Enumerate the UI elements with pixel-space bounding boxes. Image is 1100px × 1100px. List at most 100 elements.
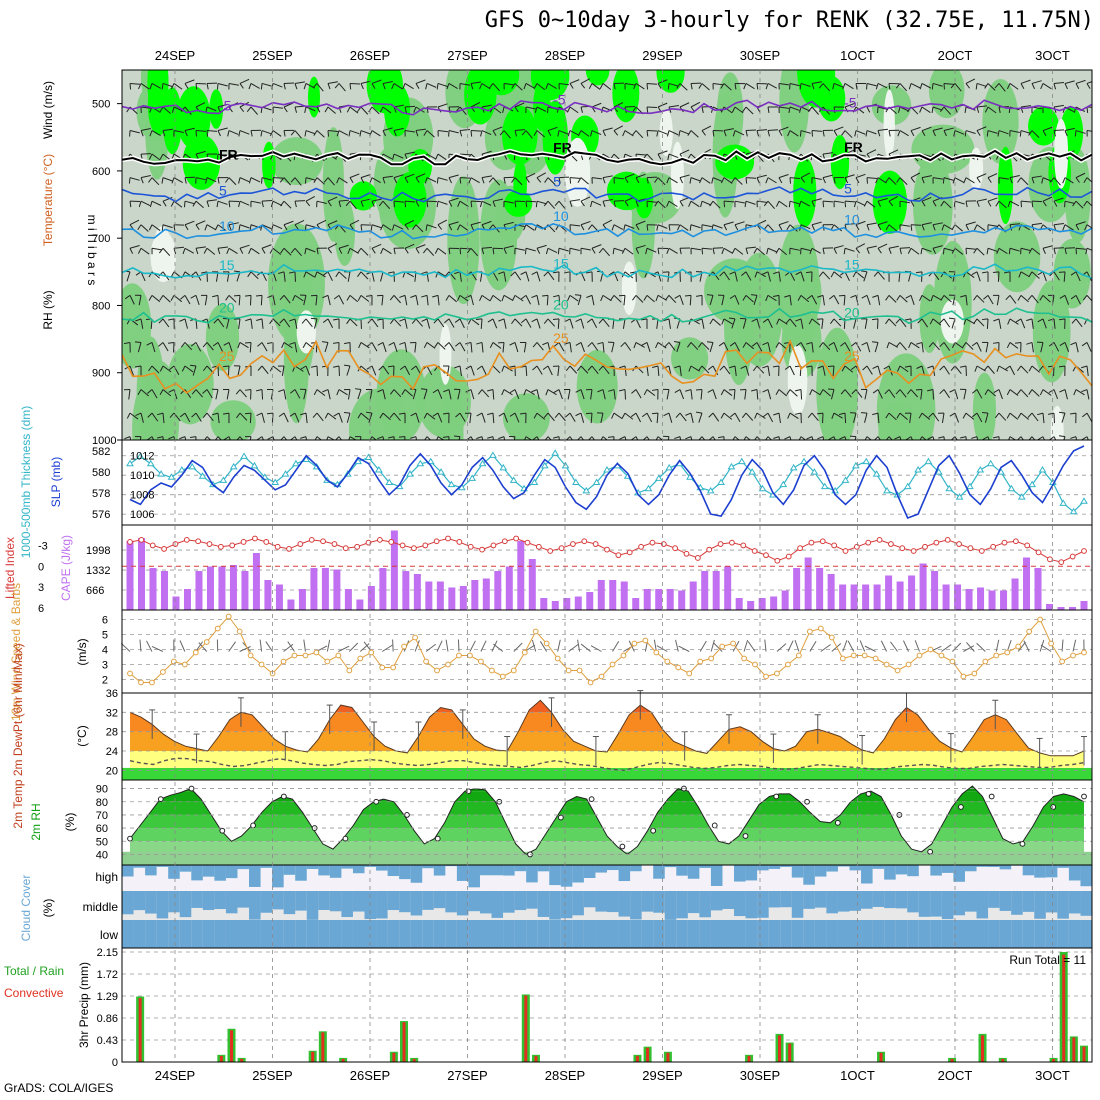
precip-conv-bar xyxy=(1052,1058,1056,1062)
wind-barb xyxy=(327,295,331,306)
wind-barb xyxy=(129,295,135,305)
wind-barb-flag xyxy=(685,436,692,440)
thickness-point xyxy=(748,468,757,475)
wind-barb-10m xyxy=(283,643,294,652)
wind-barb xyxy=(217,246,228,249)
wind-barb-flag xyxy=(807,106,813,112)
wind-barb xyxy=(580,196,591,202)
panel-label: SLP (mb) xyxy=(49,457,63,507)
wind-barb xyxy=(778,389,788,397)
cape-bar xyxy=(1023,557,1031,610)
wind-barb-flag xyxy=(888,248,892,255)
date-label-top: 3OCT xyxy=(1035,48,1070,63)
lifted-index-point xyxy=(1035,549,1042,556)
wind-barb-flag xyxy=(695,411,703,414)
wind-barb-flag xyxy=(896,295,901,301)
rh-cell-dry xyxy=(940,299,964,344)
wind-barb xyxy=(437,436,445,440)
wind-barb xyxy=(910,172,921,179)
wind-barb xyxy=(987,197,998,202)
wind-barb xyxy=(611,342,615,353)
wind-barb-flag xyxy=(290,177,296,183)
rh-point xyxy=(834,819,841,826)
wind-barb-flag xyxy=(921,130,926,137)
wind-barb-flag xyxy=(875,83,879,90)
cape-bar xyxy=(321,568,329,610)
wind-barb xyxy=(481,150,492,155)
wind-barb-10m xyxy=(414,640,420,652)
cloud-cell xyxy=(803,891,816,909)
wind-barb-flag xyxy=(404,224,409,230)
wind-barb-flag xyxy=(1006,389,1011,396)
wind-barb-flag xyxy=(762,271,769,275)
rh-point xyxy=(557,814,564,821)
wind-barb-flag xyxy=(236,412,241,419)
wind-barb xyxy=(1075,318,1083,328)
wind-barb-flag xyxy=(706,294,714,296)
cloud-cell xyxy=(491,891,504,918)
wind-barb xyxy=(910,389,919,398)
wind-barb-flag xyxy=(514,130,518,137)
wind-speed-point xyxy=(938,652,945,659)
wind-barb-flag xyxy=(305,200,311,207)
wind-barb xyxy=(698,412,703,423)
wind-barb-flag xyxy=(216,154,219,161)
wind-barb xyxy=(272,365,282,373)
wind-barb-flag xyxy=(272,177,275,184)
cloud-cell xyxy=(653,891,666,913)
lifted-index-point xyxy=(922,543,928,550)
wind-barb-flag xyxy=(833,248,838,254)
wind-barb-flag xyxy=(723,224,728,231)
wind-barb-flag xyxy=(567,295,571,302)
cloud-cell xyxy=(664,920,677,948)
wind-speed-point xyxy=(291,652,298,659)
wind-barb-flag xyxy=(424,177,428,184)
wind-barb-flag xyxy=(204,224,208,231)
wind-barb xyxy=(316,83,324,92)
wind-barb xyxy=(778,413,781,424)
wind-speed-point xyxy=(675,664,682,671)
thickness-point xyxy=(800,457,808,465)
wind-barb xyxy=(503,130,511,139)
cloud-cell xyxy=(422,891,435,910)
cloud-cell xyxy=(964,920,978,948)
wind-barb-flag xyxy=(654,200,659,207)
wind-barb xyxy=(833,412,843,419)
wind-barb xyxy=(173,246,184,249)
wind-barb-flag xyxy=(720,83,725,89)
wind-barb xyxy=(1075,221,1086,226)
wind-barb xyxy=(943,224,953,231)
thickness-point xyxy=(986,459,995,467)
wind-barb-flag xyxy=(620,342,626,348)
wind-barb-flag xyxy=(322,389,329,393)
cloud-cell xyxy=(780,920,793,948)
wind-barb-flag xyxy=(237,342,241,349)
wind-barb-flag xyxy=(228,201,231,208)
precip-conv-bar xyxy=(879,1052,883,1062)
wind-barb-flag xyxy=(314,271,318,278)
wind-barb xyxy=(547,318,556,327)
wind-barb-flag xyxy=(148,295,153,301)
wind-barb xyxy=(1086,342,1092,352)
wind-barb-flag xyxy=(1006,412,1011,419)
wind-barb xyxy=(206,106,217,112)
wind-barb-flag xyxy=(811,224,816,231)
isotherm-label: FR xyxy=(844,139,863,155)
wind-barb-flag xyxy=(711,177,714,184)
wind-barb-flag xyxy=(393,248,396,255)
lifted-index-point xyxy=(1047,556,1053,563)
wind-barb xyxy=(833,318,842,327)
wind-barb-flag xyxy=(214,224,219,231)
rh-line xyxy=(129,785,1085,856)
wind-barb xyxy=(448,318,455,328)
wind-barb xyxy=(283,389,287,400)
cape-bar xyxy=(137,538,145,610)
lifted-index-point xyxy=(320,538,326,545)
wind-speed-point xyxy=(1004,649,1011,656)
wind-barb xyxy=(481,294,491,302)
panel-label: (m/s) xyxy=(75,638,89,665)
wind-barb-flag xyxy=(656,130,659,137)
rh-point xyxy=(157,796,164,803)
wind-barb-flag xyxy=(943,130,947,137)
precip-frame xyxy=(121,947,1093,1063)
